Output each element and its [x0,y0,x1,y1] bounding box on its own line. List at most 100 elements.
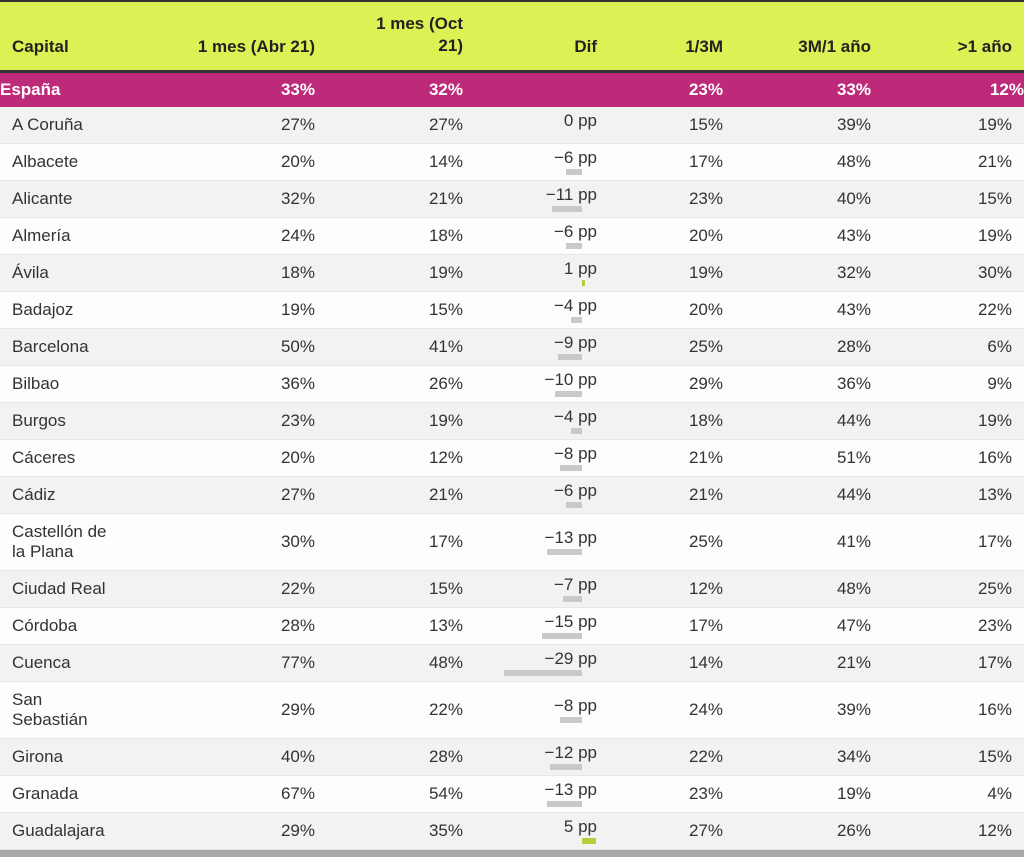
oct21-cell: 54% [315,775,463,813]
dif-inner: −6 pp [463,481,600,508]
mas-1ano-cell: 30% [871,254,1024,292]
oct21-cell: 22% [315,681,463,739]
header-row: Capital 1 mes (Abr 21) 1 mes (Oct 21) Di… [0,1,1024,73]
dif-bar [546,549,582,555]
dif-cell: −6 pp [463,143,600,181]
summary-capital: España [0,79,61,99]
1-3m-cell: 24% [600,681,723,739]
col-header-3m-1ano: 3M/1 año [723,1,871,73]
capital-cell: Almería [0,217,170,255]
oct21-cell: 21% [315,476,463,514]
col-header-1mes-abr21: 1 mes (Abr 21) [170,1,315,73]
col-header-1mes-abr21-label: 1 mes (Abr 21) [197,36,315,56]
1-3m-cell: 21% [600,476,723,514]
dif-cell: −10 pp [463,365,600,403]
abr21-cell: 36% [170,365,315,403]
col-header-dif-label: Dif [574,36,597,56]
3m-1ano-cell: 41% [723,513,871,571]
dif-inner: −15 pp [463,612,600,639]
dif-cell: 0 pp [463,106,600,144]
capital-cell: Barcelona [0,328,170,366]
dif-cell: −4 pp [463,291,600,329]
oct21-cell: 27% [315,106,463,144]
dif-bar-chart [463,242,600,249]
3m-1ano-cell: 44% [723,402,871,440]
abr21-cell: 27% [170,476,315,514]
3m-1ano-cell: 26% [723,812,871,850]
3m-1ano-cell: 43% [723,217,871,255]
mas-1ano-cell: 17% [871,644,1024,682]
dif-cell: −4 pp [463,402,600,440]
dif-bar-chart [463,669,600,676]
capital-cell: Alicante [0,180,170,218]
1-3m-cell: 18% [600,402,723,440]
summary-dif-cell [463,71,600,107]
dif-cell: −11 pp [463,180,600,218]
dif-bar [565,169,582,175]
capital-cell: Cádiz [0,476,170,514]
capital-cell: Guadalajara [0,812,170,850]
1-3m-cell: 19% [600,254,723,292]
abr21-cell: 30% [170,513,315,571]
oct21-cell: 48% [315,644,463,682]
1-3m-cell: 20% [600,291,723,329]
3m-1ano-cell: 39% [723,681,871,739]
abr21-cell: 20% [170,143,315,181]
dif-bar-chart [463,548,600,555]
dif-bar [541,633,582,639]
oct21-cell: 17% [315,513,463,571]
1-3m-cell: 20% [600,217,723,255]
table-row: Burgos 23% 19% −4 pp 18% 44% 19% [0,402,1024,440]
dif-cell: −8 pp [463,681,600,739]
dif-bar [565,502,582,508]
abr21-cell: 20% [170,439,315,477]
mas-1ano-cell: 16% [871,439,1024,477]
col-header-capital: Capital [0,1,170,73]
mas-1ano-cell: 6% [871,328,1024,366]
col-header-mas-1ano-label: >1 año [957,36,1012,56]
3m-1ano-cell: 19% [723,775,871,813]
abr21-cell: 28% [170,607,315,645]
mas-1ano-cell: 12% [871,812,1024,850]
dif-bar [503,670,582,676]
abr21-cell: 29% [170,812,315,850]
dif-value: 0 pp [563,111,597,130]
abr21-cell: 19% [170,291,315,329]
oct21-cell: 26% [315,365,463,403]
mas-1ano-cell: 9% [871,365,1024,403]
mas-1ano-cell: 15% [871,180,1024,218]
3m-1ano-cell: 32% [723,254,871,292]
3m-1ano-cell: 51% [723,439,871,477]
dif-value: −9 pp [553,333,597,352]
dif-value: −6 pp [553,222,597,241]
dif-bar [555,391,582,397]
oct21-cell: 21% [315,180,463,218]
table-row: Barcelona 50% 41% −9 pp 25% 28% 6% [0,328,1024,366]
dif-value: −7 pp [553,575,597,594]
dif-cell: 1 pp [463,254,600,292]
3m-1ano-cell: 40% [723,180,871,218]
dif-inner: −4 pp [463,407,600,434]
abr21-cell: 50% [170,328,315,366]
dif-bar [571,317,582,323]
dif-value: −10 pp [544,370,597,389]
col-header-1-3m-label: 1/3M [685,36,723,56]
abr21-cell: 32% [170,180,315,218]
dif-value: −8 pp [553,444,597,463]
table-body: España 33% 32% 23% 33% 12% A Coruña 27% … [0,71,1024,850]
dif-value: −4 pp [553,296,597,315]
table-row: Guadalajara 29% 35% 5 pp 27% 26% 12% [0,812,1024,850]
dif-inner: −13 pp [463,780,600,807]
table-row: Bilbao 36% 26% −10 pp 29% 36% 9% [0,365,1024,403]
1-3m-cell: 17% [600,143,723,181]
table-row: Ciudad Real 22% 15% −7 pp 12% 48% 25% [0,570,1024,608]
table-row: Cádiz 27% 21% −6 pp 21% 44% 13% [0,476,1024,514]
oct21-cell: 41% [315,328,463,366]
capital-cell: Granada [0,775,170,813]
dif-value: −15 pp [544,612,597,631]
dif-bar-chart [463,205,600,212]
dif-bar-chart [463,763,600,770]
dif-bar [549,764,582,770]
dif-value: −6 pp [553,148,597,167]
